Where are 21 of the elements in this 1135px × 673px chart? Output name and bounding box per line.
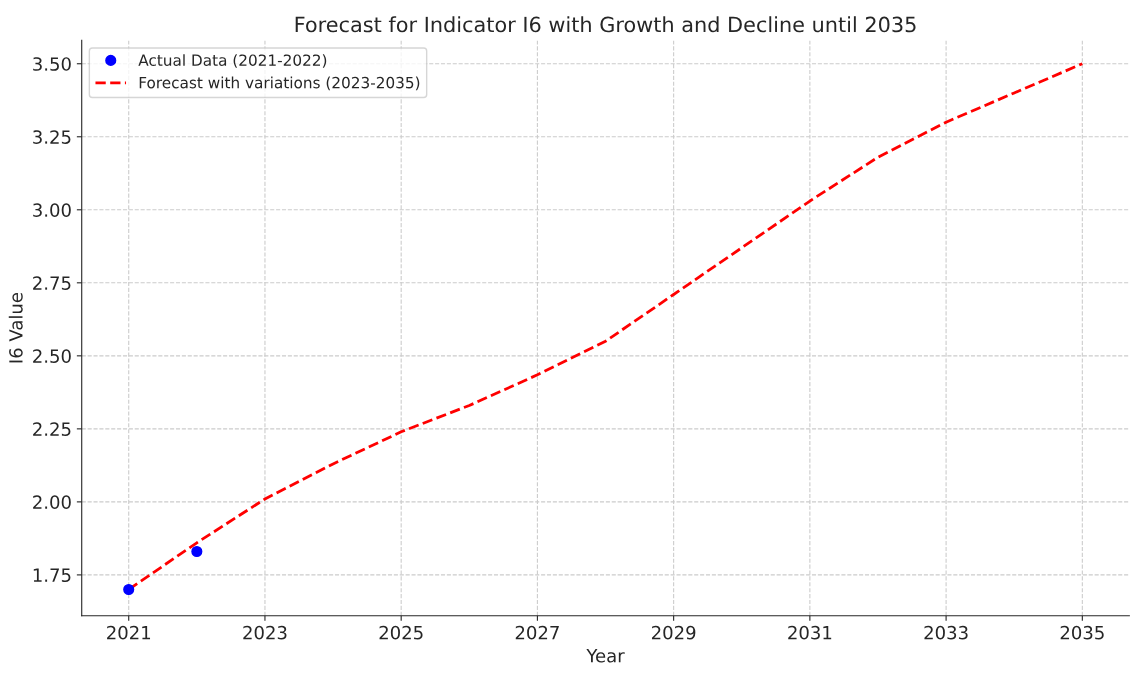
legend-label: Actual Data (2021-2022) xyxy=(138,54,327,68)
x-axis-title: Year xyxy=(586,649,625,663)
y-tick-label: 1.75 xyxy=(33,568,71,583)
y-tick-label: 2.00 xyxy=(33,495,71,509)
x-tick-label: 2029 xyxy=(651,625,696,640)
x-tick-label: 2025 xyxy=(379,625,423,640)
y-tick-label: 3.00 xyxy=(33,203,71,217)
x-tick-label: 2023 xyxy=(243,625,287,640)
y-tick-label: 3.50 xyxy=(33,57,71,71)
y-tick-label: 2.75 xyxy=(33,276,71,290)
legend-label: Forecast with variations (2023-2035) xyxy=(139,76,420,91)
x-tick-label: 2027 xyxy=(515,625,559,640)
x-tick-label: 2021 xyxy=(107,625,151,640)
y-tick-label: 2.50 xyxy=(33,349,71,363)
y-axis-title: I6 Value xyxy=(8,292,23,363)
y-tick-label: 3.25 xyxy=(33,130,71,144)
x-tick-label: 2035 xyxy=(1060,625,1104,640)
chart-title: Forecast for Indicator I6 with Growth and Decline until 2035 xyxy=(295,16,916,33)
x-tick-label: 2031 xyxy=(788,625,832,640)
y-tick-label: 2.25 xyxy=(33,422,71,436)
x-tick-label: 2033 xyxy=(924,625,968,640)
